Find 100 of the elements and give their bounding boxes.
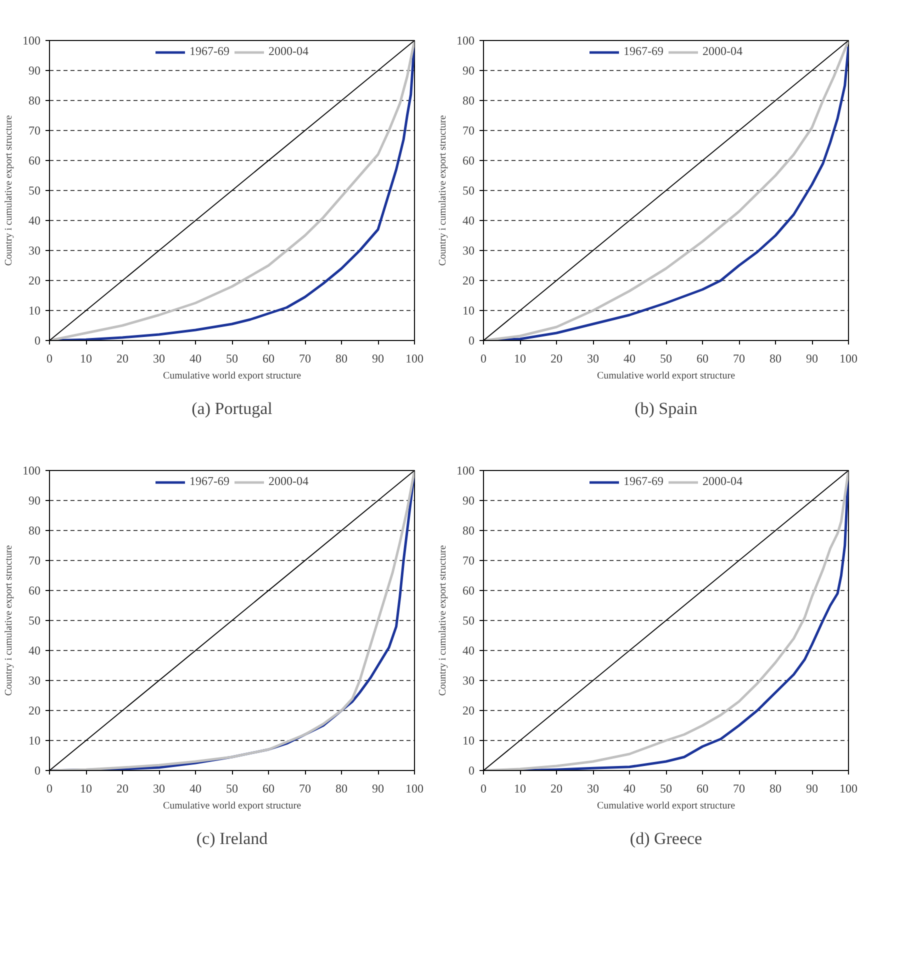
y-axis-title: Country i cumulative export structure [4,544,14,696]
x-tick-label: 90 [372,782,384,796]
x-tick-label: 20 [116,782,128,796]
x-tick-label: 10 [514,782,526,796]
y-tick-label: 10 [462,304,474,318]
y-tick-label: 20 [462,274,474,288]
x-tick-label: 40 [624,352,636,366]
x-tick-label: 10 [80,782,92,796]
x-tick-label: 30 [587,352,599,366]
text: (a) Portugal [192,399,273,418]
y-tick-label: 0 [468,334,474,348]
y-tick-label: 60 [462,154,474,168]
y-tick-label: 10 [28,304,40,318]
y-tick-label: 0 [34,764,40,778]
y-tick-label: 40 [28,644,40,658]
legend-label: 2000-04 [702,44,742,59]
y-axis-title: Country i cumulative export structure [438,544,448,696]
legend-label: 1967-69 [624,474,664,489]
legend-label: 2000-04 [268,44,308,59]
y-tick-label: 100 [456,464,474,478]
y-tick-label: 30 [462,244,474,258]
x-tick-label: 10 [514,352,526,366]
y-tick-label: 70 [462,554,474,568]
x-tick-label: 50 [226,782,238,796]
x-tick-label: 100 [840,782,858,796]
legend-label: 2000-04 [268,474,308,489]
y-tick-label: 60 [28,154,40,168]
x-tick-label: 80 [770,782,782,796]
y-tick-label: 40 [462,644,474,658]
y-tick-label: 70 [28,554,40,568]
x-tick-label: 30 [153,782,165,796]
y-tick-label: 20 [462,704,474,718]
y-tick-label: 70 [462,124,474,138]
y-tick-label: 100 [22,34,40,48]
x-tick-label: 60 [262,352,274,366]
x-axis-title: Cumulative world export structure [162,800,302,812]
legend-label: 1967-69 [190,474,230,489]
y-tick-label: 50 [462,184,474,198]
x-tick-label: 50 [226,352,238,366]
x-tick-label: 0 [480,352,486,366]
y-tick-label: 10 [462,734,474,748]
y-tick-label: 80 [462,524,474,538]
legend-label: 1967-69 [624,44,664,59]
legend-label: 2000-04 [702,474,742,489]
y-tick-label: 70 [28,124,40,138]
x-axis-title: Cumulative world export structure [596,370,736,382]
x-tick-label: 80 [336,352,348,366]
y-tick-label: 90 [28,64,40,78]
y-tick-label: 80 [28,524,40,538]
y-tick-label: 20 [28,704,40,718]
y-tick-label: 30 [462,674,474,688]
y-tick-label: 90 [462,64,474,78]
y-tick-label: 60 [28,584,40,598]
y-tick-label: 20 [28,274,40,288]
x-tick-label: 90 [806,782,818,796]
y-tick-label: 0 [34,334,40,348]
x-tick-label: 20 [550,782,562,796]
y-tick-label: 80 [462,94,474,108]
x-tick-label: 70 [299,352,311,366]
x-tick-label: 90 [806,352,818,366]
y-tick-label: 90 [28,494,40,508]
x-tick-label: 0 [480,782,486,796]
x-tick-label: 70 [733,352,745,366]
x-axis-title: Cumulative world export structure [596,800,736,812]
y-axis-title: Country i cumulative export structure [4,114,14,266]
legend-label: 1967-69 [190,44,230,59]
x-tick-label: 70 [733,782,745,796]
x-tick-label: 40 [624,782,636,796]
x-tick-label: 50 [660,782,672,796]
y-tick-label: 30 [28,674,40,688]
y-tick-label: 60 [462,584,474,598]
x-tick-label: 0 [46,352,52,366]
y-tick-label: 80 [28,94,40,108]
x-tick-label: 80 [770,352,782,366]
x-tick-label: 50 [660,352,672,366]
y-tick-label: 50 [462,614,474,628]
y-tick-label: 30 [28,244,40,258]
y-tick-label: 0 [468,764,474,778]
x-tick-label: 90 [372,352,384,366]
y-tick-label: 50 [28,614,40,628]
y-tick-label: 40 [28,214,40,228]
x-tick-label: 40 [190,352,202,366]
y-tick-label: 100 [456,34,474,48]
text: (d) Greece [630,829,702,848]
y-tick-label: 10 [28,734,40,748]
x-tick-label: 30 [587,782,599,796]
y-tick-label: 100 [22,464,40,478]
x-tick-label: 10 [80,352,92,366]
x-tick-label: 0 [46,782,52,796]
x-tick-label: 60 [696,352,708,366]
y-tick-label: 40 [462,214,474,228]
y-tick-label: 50 [28,184,40,198]
y-axis-title: Country i cumulative export structure [438,114,448,266]
x-tick-label: 70 [299,782,311,796]
x-tick-label: 20 [116,352,128,366]
text: (c) Ireland [196,829,268,848]
x-tick-label: 20 [550,352,562,366]
y-tick-label: 90 [462,494,474,508]
x-tick-label: 40 [190,782,202,796]
x-tick-label: 80 [336,782,348,796]
